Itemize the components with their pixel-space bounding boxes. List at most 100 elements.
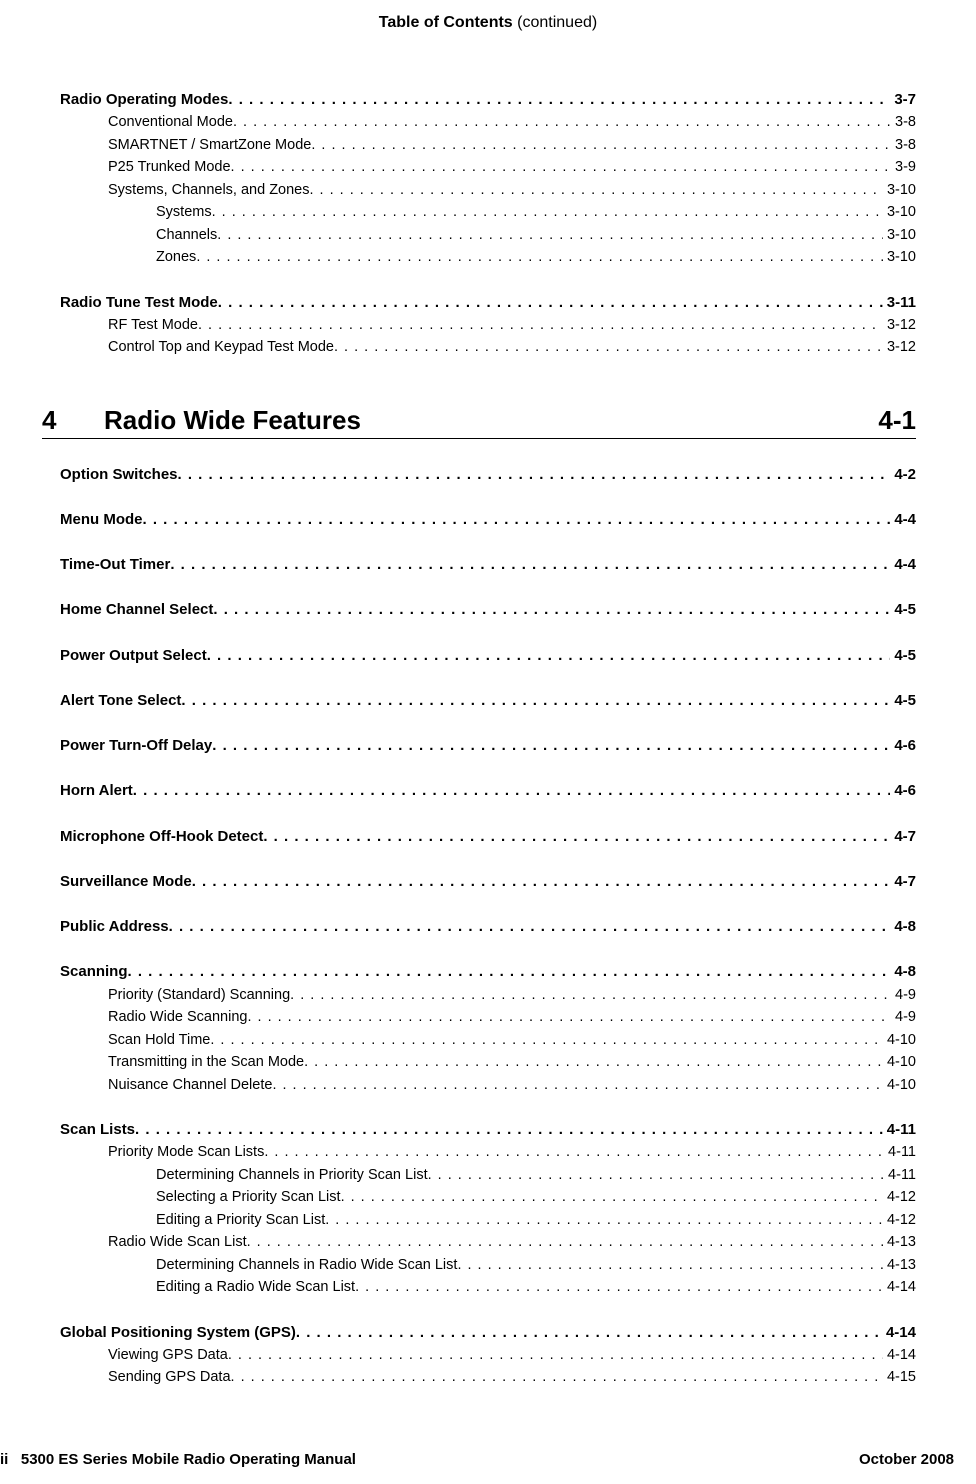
toc-leader: [218, 291, 883, 314]
toc-label: Systems: [156, 201, 212, 223]
toc-page: 4-14: [882, 1321, 916, 1344]
toc-leader: [228, 88, 890, 111]
toc-label: P25 Trunked Mode: [108, 156, 231, 178]
toc-page: 3-12: [883, 336, 916, 358]
toc-page: 4-7: [890, 870, 916, 893]
toc-label: Power Output Select: [60, 644, 207, 667]
toc-line: Scanning 4-8: [60, 960, 916, 983]
toc-label: Editing a Priority Scan List: [156, 1209, 325, 1231]
toc-leader: [128, 960, 891, 983]
toc-block: Home Channel Select 4-5: [60, 598, 916, 621]
toc-page: 3-10: [883, 224, 916, 246]
toc-label: Channels: [156, 224, 217, 246]
toc-label: Horn Alert: [60, 779, 133, 802]
toc-label: Sending GPS Data: [108, 1366, 231, 1388]
toc-page: 4-7: [890, 825, 916, 848]
toc-leader: [198, 314, 883, 336]
toc-page: 4-6: [890, 779, 916, 802]
toc-page: 3-9: [891, 156, 916, 178]
toc-label: Scan Lists: [60, 1118, 135, 1141]
toc-block: Radio Tune Test Mode 3-11RF Test Mode 3-…: [60, 291, 916, 359]
toc-page: 4-5: [890, 598, 916, 621]
toc-page: 4-6: [890, 734, 916, 757]
toc-label: Systems, Channels, and Zones: [108, 179, 310, 201]
toc-label: Conventional Mode: [108, 111, 233, 133]
toc-line: RF Test Mode 3-12: [108, 314, 916, 336]
toc-page: 4-2: [890, 463, 916, 486]
toc-page: 3-8: [891, 134, 916, 156]
toc-leader: [178, 463, 891, 486]
toc-label: Global Positioning System (GPS): [60, 1321, 296, 1344]
toc-leader: [233, 111, 891, 133]
toc-line: Alert Tone Select 4-5: [60, 689, 916, 712]
toc-leader: [228, 1344, 883, 1366]
toc-page: 3-11: [883, 291, 916, 314]
toc-line: Channels 3-10: [156, 224, 916, 246]
toc-block: Public Address 4-8: [60, 915, 916, 938]
toc-label: Radio Operating Modes: [60, 88, 228, 111]
toc-block: Power Turn-Off Delay 4-6: [60, 734, 916, 757]
toc-line: Viewing GPS Data 4-14: [108, 1344, 916, 1366]
toc-page: 4-14: [883, 1344, 916, 1366]
toc-label: Alert Tone Select: [60, 689, 181, 712]
toc-leader: [457, 1254, 883, 1276]
toc-line: Scan Hold Time 4-10: [108, 1029, 916, 1051]
toc-leader: [181, 689, 890, 712]
toc-label: Zones: [156, 246, 196, 268]
toc-block: Radio Operating Modes 3-7 Conventional Mo…: [60, 88, 916, 269]
toc-leader: [325, 1209, 883, 1231]
toc-leader: [290, 984, 891, 1006]
toc-leader: [231, 1366, 883, 1388]
toc-label: Nuisance Channel Delete: [108, 1074, 272, 1096]
section-title: Radio Wide Features: [104, 405, 878, 436]
toc-leader: [231, 156, 892, 178]
toc-leader: [334, 336, 883, 358]
toc-line: Surveillance Mode 4-7: [60, 870, 916, 893]
toc-page: 4-11: [883, 1118, 916, 1141]
toc-page: 4-13: [883, 1254, 916, 1276]
toc-page: 3-7: [890, 88, 916, 111]
toc-line: Scan Lists 4-11: [60, 1118, 916, 1141]
toc-leader: [192, 870, 891, 893]
toc-label: Time-Out Timer: [60, 553, 170, 576]
toc-label: RF Test Mode: [108, 314, 198, 336]
toc-label: Radio Wide Scanning: [108, 1006, 247, 1028]
toc-page: 4-11: [884, 1141, 916, 1163]
toc-leader: [311, 134, 891, 156]
toc-leader: [170, 553, 890, 576]
toc-leader: [247, 1231, 883, 1253]
toc-line: Determining Channels in Radio Wide Scan …: [156, 1254, 916, 1276]
toc-page: 3-10: [883, 201, 916, 223]
toc-label: Selecting a Priority Scan List: [156, 1186, 341, 1208]
toc-label: Scanning: [60, 960, 128, 983]
toc-label: Editing a Radio Wide Scan List: [156, 1276, 355, 1298]
toc-line: Microphone Off-Hook Detect 4-7: [60, 825, 916, 848]
toc-line: Transmitting in the Scan Mode 4-10: [108, 1051, 916, 1073]
toc-leader: [310, 179, 883, 201]
toc-block: Scanning 4-8Priority (Standard) Scanning…: [60, 960, 916, 1096]
toc-label: Determining Channels in Priority Scan Li…: [156, 1164, 428, 1186]
toc-leader: [210, 1029, 883, 1051]
toc-label: Surveillance Mode: [60, 870, 192, 893]
toc-leader: [264, 1141, 884, 1163]
toc-leader: [212, 201, 883, 223]
toc-leader: [263, 825, 890, 848]
toc-page: 4-15: [883, 1366, 916, 1388]
footer-right: October 2008: [859, 1451, 954, 1468]
toc-block: Option Switches 4-2: [60, 463, 916, 486]
toc-page: 3-10: [883, 246, 916, 268]
toc-label: Microphone Off-Hook Detect: [60, 825, 263, 848]
toc-label: Home Channel Select: [60, 598, 213, 621]
toc-page: 3-8: [891, 111, 916, 133]
toc-leader: [217, 224, 883, 246]
section-heading: 4 Radio Wide Features 4-1: [42, 405, 916, 439]
footer-page-number: ii: [0, 1451, 8, 1468]
toc-line: Menu Mode 4-4: [60, 508, 916, 531]
toc-label: Priority Mode Scan Lists: [108, 1141, 264, 1163]
toc-leader: [169, 915, 891, 938]
toc-line: Power Output Select 4-5: [60, 644, 916, 667]
toc-page: 4-4: [890, 553, 916, 576]
toc-line: Zones 3-10: [156, 246, 916, 268]
toc-page: 4-14: [883, 1276, 916, 1298]
toc-block: Scan Lists 4-11Priority Mode Scan Lists …: [60, 1118, 916, 1299]
